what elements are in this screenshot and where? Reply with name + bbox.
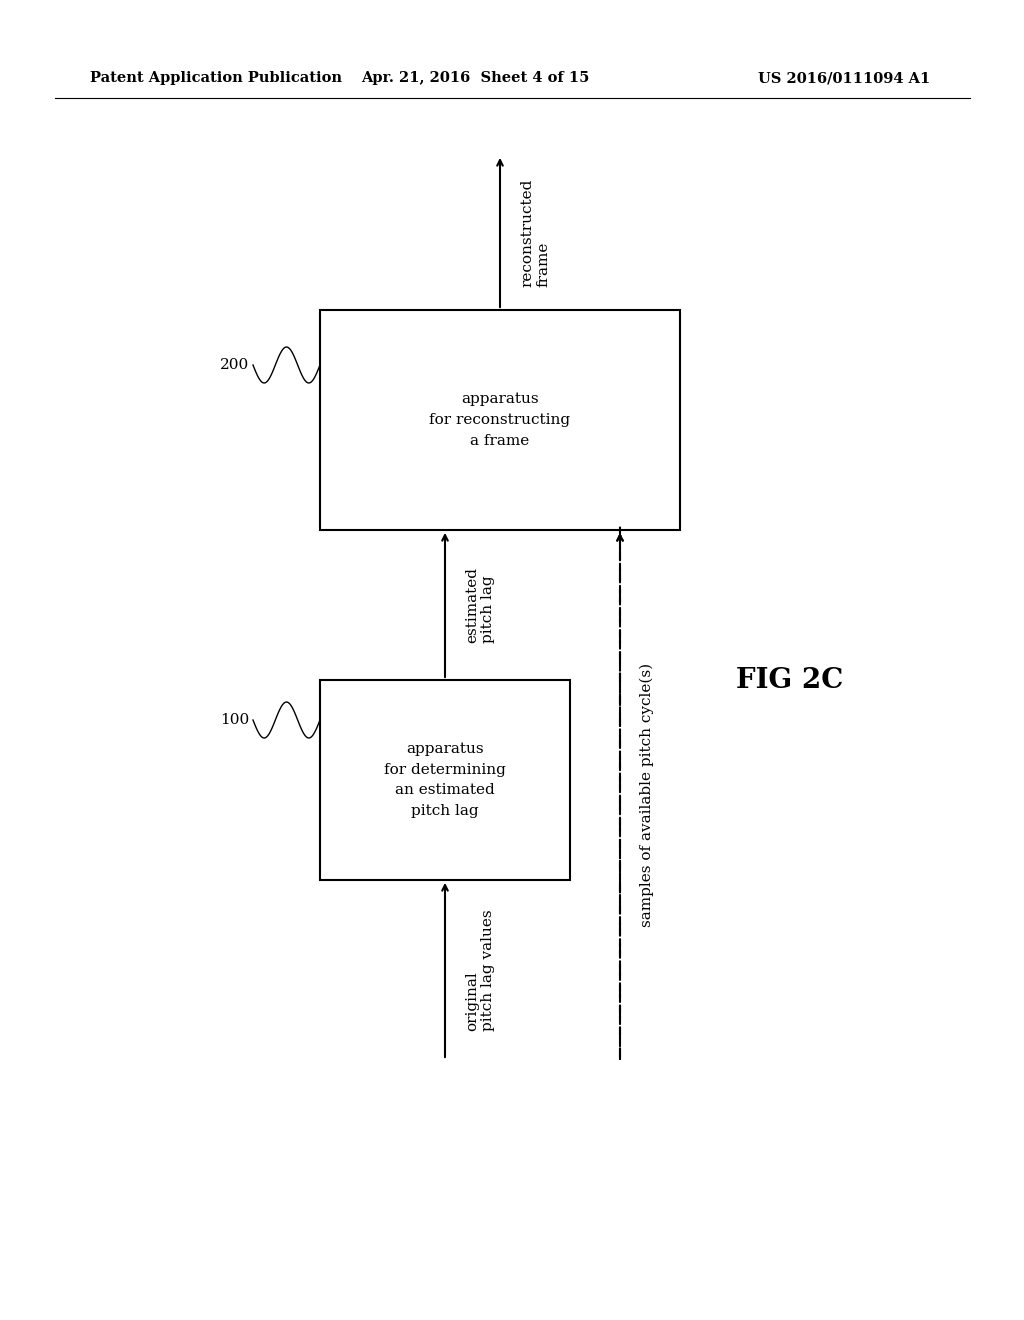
Text: estimated
pitch lag: estimated pitch lag	[465, 568, 496, 643]
Text: reconstructed
frame: reconstructed frame	[520, 178, 550, 286]
Text: FIG 2C: FIG 2C	[736, 667, 844, 693]
Text: original
pitch lag values: original pitch lag values	[465, 909, 496, 1031]
Bar	[319, 680, 570, 880]
Text: US 2016/0111094 A1: US 2016/0111094 A1	[758, 71, 930, 84]
Text: apparatus
for reconstructing
a frame: apparatus for reconstructing a frame	[429, 392, 570, 447]
Text: 100: 100	[220, 713, 250, 727]
Text: Apr. 21, 2016  Sheet 4 of 15: Apr. 21, 2016 Sheet 4 of 15	[360, 71, 589, 84]
Bar	[319, 310, 680, 531]
Text: Patent Application Publication: Patent Application Publication	[90, 71, 342, 84]
Text: 200: 200	[220, 358, 250, 372]
Text: apparatus
for determining
an estimated
pitch lag: apparatus for determining an estimated p…	[384, 742, 506, 818]
Text: samples of available pitch cycle(s): samples of available pitch cycle(s)	[640, 663, 654, 927]
